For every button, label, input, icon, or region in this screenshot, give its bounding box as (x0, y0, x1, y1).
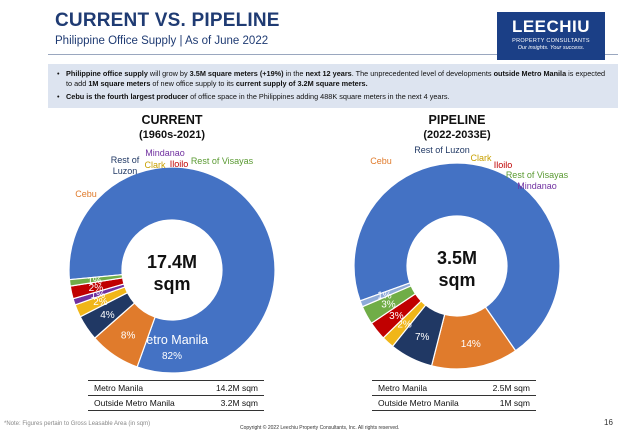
slice-label: 1% (87, 276, 102, 287)
donut-slice (68, 274, 124, 287)
donut-center (408, 217, 506, 315)
logo-subtitle: PROPERTY CONSULTANTS (512, 38, 590, 44)
slice-name: Rest of Luzon (414, 145, 470, 155)
donut-slice (353, 162, 561, 352)
b1-d: in the (283, 69, 306, 78)
center-value: 3.5M (437, 248, 477, 268)
slice-name: Rest of (111, 155, 140, 165)
slice-name: Cebu (370, 156, 392, 166)
logo-name: LEECHIU (511, 17, 591, 36)
b1-f: . The unprecedented level of development… (351, 69, 494, 78)
slice-label: 2% (93, 297, 108, 308)
donut-slice (359, 282, 412, 308)
slice-label: 2% (89, 283, 104, 294)
b1-c: 3.5M square meters (+19%) (189, 69, 284, 78)
slice-name: Rest of Visayas (191, 156, 254, 166)
table-label: Outside Metro Manila (378, 398, 459, 408)
slice-label: 7% (415, 332, 430, 343)
slice-name: Clark (144, 160, 166, 170)
donut-slice (68, 166, 276, 374)
b1-k: current supply of 3.2M square meters. (235, 79, 368, 88)
slice-label: 14% (461, 339, 481, 350)
slice-name: Cebu (75, 189, 97, 199)
b1-i: 1M square meters (88, 79, 151, 88)
b2-d: square meters in the next 4 years. (337, 92, 450, 101)
page-number: 16 (604, 418, 613, 427)
slice-name: Luzon (113, 166, 138, 176)
slice-name: Clark (470, 153, 492, 163)
summary-bullet-1: Philippine office supply will grow by 3.… (57, 69, 612, 89)
b1-e: next 12 years (305, 69, 352, 78)
chart-period: (1960s-2021) (139, 129, 205, 141)
b2-a: Cebu is the fourth largest producer (66, 92, 189, 101)
b1-h: is expected to add (66, 69, 606, 88)
table-value: 2.5M sqm (492, 383, 530, 393)
summary-bullet-2: Cebu is the fourth largest producer of o… (57, 92, 612, 102)
center-value: 17.4M (147, 252, 197, 272)
chart-title: CURRENT (141, 113, 202, 127)
slice-name: Mindanao (517, 181, 557, 191)
slice-name: Rest of Visayas (506, 170, 569, 180)
pipeline-supply-table: Metro Manila 2.5M sqm Outside Metro Manil… (372, 380, 536, 411)
table-row: Outside Metro Manila 3.2M sqm (88, 396, 264, 411)
slice-name: Iloilo (170, 159, 189, 169)
b2-c: 488K (320, 92, 338, 101)
copyright: Copyright © 2022 Leechiu Property Consul… (240, 425, 400, 431)
center-unit: sqm (438, 270, 475, 290)
page-subtitle: Philippine Office Supply | As of June 20… (55, 35, 269, 47)
summary-box: Philippine office supply will grow by 3.… (48, 64, 618, 108)
slice-label: 4% (100, 310, 115, 321)
chart-title: PIPELINE (429, 113, 486, 127)
donut-center (123, 221, 221, 319)
b1-j: of new office supply to its (150, 79, 236, 88)
table-label: Metro Manila (378, 383, 428, 393)
slice-label: 3% (381, 299, 396, 310)
slice-name: Iloilo (494, 160, 513, 170)
table-value: 1M sqm (499, 398, 530, 408)
slice-label: 1% (91, 290, 106, 301)
slice-label: 2% (397, 320, 412, 331)
b1-b: will grow by (147, 69, 190, 78)
table-value: 14.2M sqm (215, 383, 258, 393)
logo-tagline: Our insights. Your success. (517, 45, 585, 51)
slice-label: 1% (377, 291, 392, 302)
b2-b: of office space in the Philippines addin… (188, 92, 321, 101)
slice-label: 3% (389, 311, 404, 322)
table-label: Outside Metro Manila (94, 398, 175, 408)
table-row: Outside Metro Manila 1M sqm (372, 396, 536, 411)
slice-label: 82% (162, 351, 182, 362)
current-supply-table: Metro Manila 14.2M sqm Outside Metro Mani… (88, 380, 264, 411)
page-title: CURRENT VS. PIPELINE (55, 10, 280, 31)
footnote: *Note: Figures pertain to Gross Leasable… (4, 421, 151, 427)
b1-g: outside Metro Manila (493, 69, 567, 78)
slice-label: 8% (121, 331, 136, 342)
company-logo: LEECHIU PROPERTY CONSULTANTS Our insight… (497, 12, 605, 60)
table-row: Metro Manila 14.2M sqm (88, 381, 264, 396)
chart-period: (2022-2033E) (423, 129, 491, 141)
slice-name: Metro Manila (136, 333, 208, 347)
table-value: 3.2M sqm (220, 398, 258, 408)
slice-name: Mindanao (145, 148, 185, 158)
center-unit: sqm (153, 274, 190, 294)
table-label: Metro Manila (94, 383, 144, 393)
b1-a: Philippine office supply (66, 69, 148, 78)
table-row: Metro Manila 2.5M sqm (372, 381, 536, 396)
header-divider (48, 54, 618, 55)
